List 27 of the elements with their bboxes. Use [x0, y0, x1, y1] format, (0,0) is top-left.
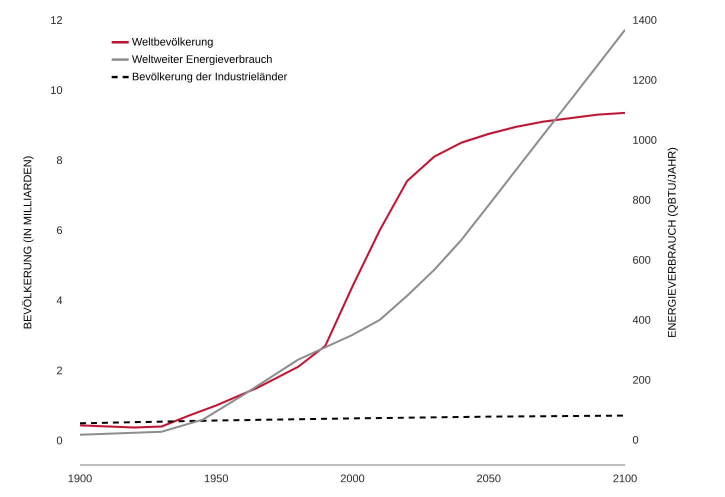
legend-label: Weltbevölkerung: [132, 38, 213, 48]
y-tick-label: 12: [51, 16, 62, 24]
y2-tick-label: 400: [632, 316, 650, 324]
x-tick-label: 1900: [68, 474, 92, 482]
y2-tick-label: 1200: [633, 76, 656, 84]
y2-axis-title: ENERGIEVERBRAUCH (QBTU/JAHR): [668, 148, 678, 337]
y2-tick-label: 1400: [633, 16, 656, 24]
x-tick-label: 2050: [477, 474, 500, 482]
y2-tick-label: 1000: [633, 136, 656, 144]
legend-label: Bevölkerung der Industrieländer: [132, 72, 288, 83]
x-tick-label: 1950: [204, 474, 228, 482]
y2-tick-label: 0: [632, 436, 638, 444]
y2-tick-label: 800: [632, 196, 650, 204]
line-series: [80, 414, 626, 424]
y-tick-label: 8: [56, 156, 62, 164]
legend-label: Weltweiter Energieverbrauch: [132, 54, 272, 66]
y-tick-label: 0: [56, 436, 62, 444]
y2-tick-label: 600: [633, 256, 650, 264]
y-axis-title: BEVÖLKERUNG (IN MILLIARDEN): [22, 156, 34, 328]
line-series: [80, 28, 626, 436]
y-tick-label: 2: [56, 366, 62, 374]
x-tick-label: 2000: [340, 474, 364, 482]
y-tick-label: 10: [51, 86, 62, 94]
y2-tick-label: 200: [633, 376, 650, 384]
x-tick-label: 2100: [613, 474, 637, 482]
y-tick-label: 6: [57, 226, 62, 234]
y-tick-label: 4: [56, 296, 62, 304]
